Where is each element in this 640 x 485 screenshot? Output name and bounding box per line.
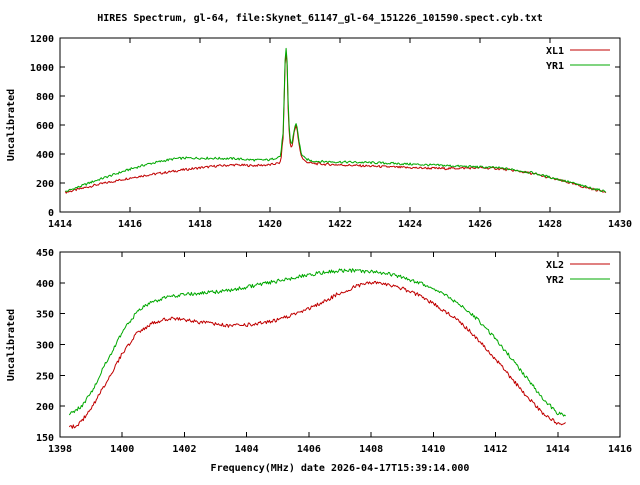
y-tick-label: 450	[36, 248, 54, 259]
legend-label-XL2: XL2	[546, 260, 564, 271]
y-tick-label: 1000	[30, 63, 54, 74]
y-axis-label-top: Uncalibrated	[5, 89, 17, 161]
x-tick-label: 1398	[48, 444, 72, 455]
y-tick-label: 800	[36, 92, 54, 103]
legend-label-YR1: YR1	[546, 61, 564, 72]
x-tick-label: 1426	[468, 219, 492, 230]
x-tick-label: 1406	[297, 444, 321, 455]
top-spectrum-plot: 1414 1416 1418 1420 1422 1424 1426 1428 1430 0 200…	[30, 34, 632, 230]
y-tick-label: 300	[36, 341, 54, 352]
series-YR1	[65, 47, 607, 193]
y-tick-label: 400	[36, 150, 54, 161]
x-tick-label: 1402	[172, 444, 196, 455]
plot-title: HIRES Spectrum, gl-64, file:Skynet_61147…	[97, 12, 543, 24]
y-tick-label: 200	[36, 179, 54, 190]
y-tick-label: 250	[36, 371, 54, 382]
x-tick-label: 1404	[235, 444, 259, 455]
x-tick-label: 1420	[258, 219, 282, 230]
x-tick-label: 1400	[110, 444, 134, 455]
x-tick-label: 1418	[188, 219, 212, 230]
x-tick-label: 1414	[546, 444, 570, 455]
x-tick-label: 1408	[359, 444, 383, 455]
x-tick-label: 1410	[421, 444, 445, 455]
y-tick-label: 150	[36, 433, 54, 444]
plot-border	[59, 37, 621, 213]
y-tick-label: 200	[36, 402, 54, 413]
x-tick-label: 1424	[398, 219, 422, 230]
x-tick-label: 1422	[328, 219, 352, 230]
y-axis-label-bottom: Uncalibrated	[5, 309, 17, 381]
x-tick-label: 1412	[484, 444, 508, 455]
x-tick-label: 1428	[538, 219, 562, 230]
plot-border	[59, 251, 621, 438]
legend-label-YR2: YR2	[546, 275, 564, 286]
legend-label-XL1: XL1	[546, 46, 564, 57]
x-tick-label: 1414	[48, 219, 72, 230]
y-tick-label: 600	[36, 121, 54, 132]
x-tick-label: 1430	[608, 219, 632, 230]
series-YR2	[68, 268, 566, 417]
x-axis-label: Frequency(MHz) date 2026-04-17T15:39:14.…	[211, 463, 470, 474]
y-tick-label: 1200	[30, 34, 54, 45]
y-tick-label: 0	[48, 208, 54, 219]
y-tick-label: 400	[36, 279, 54, 290]
y-tick-label: 350	[36, 310, 54, 321]
bottom-spectrum-plot: 1398 1400 1402 1404 1406 1408 1410 1412 1414 1416…	[36, 248, 632, 455]
x-tick-label: 1416	[118, 219, 142, 230]
series-XL2	[68, 280, 566, 429]
x-tick-label: 1416	[608, 444, 632, 455]
